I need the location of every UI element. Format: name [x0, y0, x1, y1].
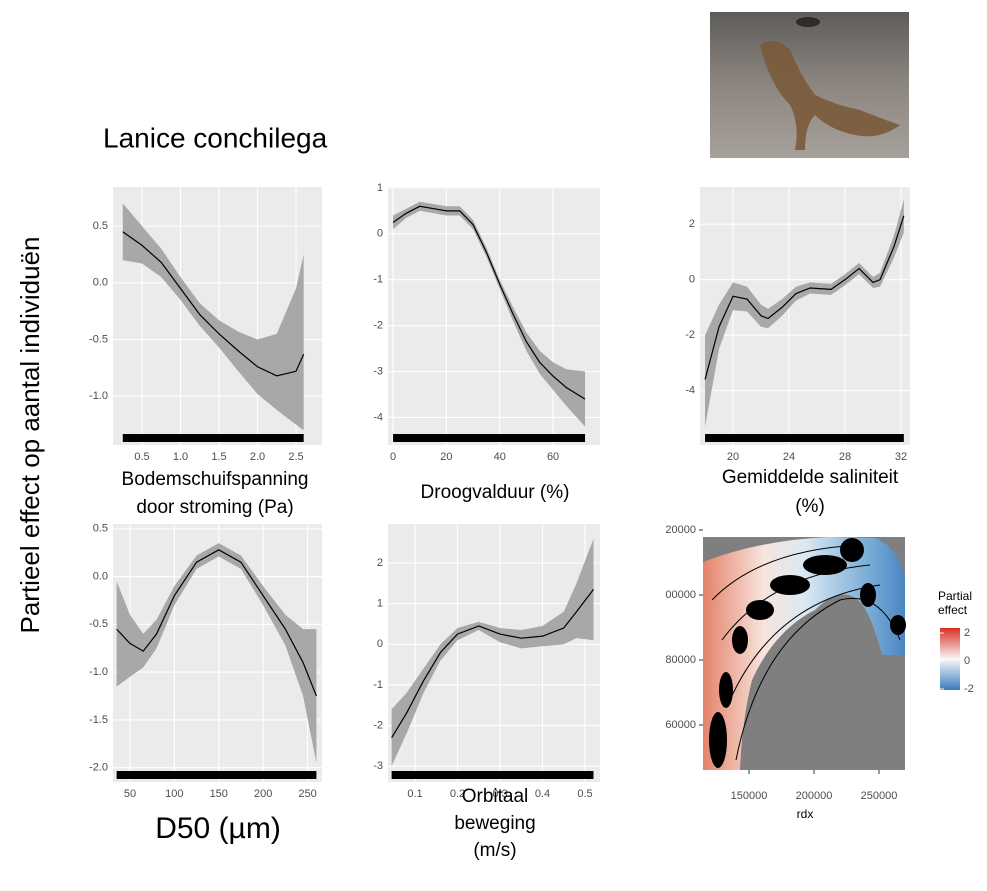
x-tick-label: 0.3 [492, 788, 507, 800]
map-points [709, 538, 906, 768]
rug [122, 434, 304, 442]
figure-title: Lanice conchilega [103, 122, 328, 153]
x-axis-label: Gemiddelde saliniteit [722, 467, 899, 488]
y-tick-label: -2 [685, 329, 695, 341]
rug [116, 771, 317, 779]
x-tick-label: 0.5 [134, 451, 149, 463]
y-tick-label: -0.5 [89, 618, 108, 630]
confidence-band [122, 203, 304, 431]
colorbar-tick-label: 0 [964, 655, 970, 667]
y-tick-label: 2 [689, 218, 695, 230]
rug [391, 771, 594, 779]
x-tick-label: 200000 [796, 790, 833, 802]
y-tick-label: 1 [377, 598, 383, 610]
colorbar [940, 628, 960, 690]
x-axis-label: Orbitaal [462, 786, 529, 807]
x-tick-label: 150 [210, 788, 228, 800]
x-tick-label: 40 [494, 451, 506, 463]
y-tick-label: 0 [377, 638, 383, 650]
effect-line [391, 589, 594, 739]
x-tick-label: 24 [783, 451, 795, 463]
colorbar-tick-label: -2 [964, 683, 974, 695]
photo-detail [796, 17, 820, 27]
colorbar-tick-label: 2 [964, 627, 970, 639]
y-tick-label: -4 [373, 411, 383, 423]
y-tick-label: -1.5 [89, 714, 108, 726]
y-tick-label: 0.5 [93, 523, 108, 535]
y-tick-label: 0 [377, 228, 383, 240]
x-tick-label: 1.5 [211, 451, 226, 463]
x-tick-label: 150000 [731, 790, 768, 802]
x-tick-label: 0.5 [577, 788, 592, 800]
y-tick-label: 0.0 [93, 277, 108, 289]
rug [705, 434, 904, 442]
photo [710, 12, 909, 158]
x-tick-label: 20 [727, 451, 739, 463]
y-tick-label: -4 [685, 385, 695, 397]
y-tick-label: -2.0 [89, 762, 108, 774]
effect-line [704, 215, 905, 380]
x-axis-label: (%) [795, 496, 825, 517]
y-tick-label: -1 [373, 679, 383, 691]
y-tick-label: -2 [373, 719, 383, 731]
map [703, 537, 906, 770]
x-tick-label: 20 [440, 451, 452, 463]
x-tick-label: 0.2 [450, 788, 465, 800]
x-tick-label: 1.0 [173, 451, 188, 463]
x-tick-label: 250000 [861, 790, 898, 802]
x-tick-label: 28 [839, 451, 851, 463]
y-tick-label: 0.5 [93, 220, 108, 232]
panel-background [700, 187, 910, 445]
x-axis-label: D50 (µm) [155, 812, 281, 845]
x-axis-label: (m/s) [473, 840, 516, 861]
x-axis-label: beweging [454, 813, 535, 834]
confidence-band [393, 201, 586, 427]
y-tick-label: -2 [373, 320, 383, 332]
y-axis-label: Partieel effect op aantal individuën [15, 236, 45, 633]
y-tick-label: 0.0 [93, 570, 108, 582]
panel-background [388, 524, 600, 782]
effect-line [392, 205, 586, 400]
x-tick-label: 250 [298, 788, 316, 800]
x-axis-label: Droogvalduur (%) [421, 482, 570, 503]
y-tick-label: -1.0 [89, 390, 108, 402]
y-tick-label: 80000 [665, 654, 696, 666]
map-region [703, 537, 905, 770]
x-tick-label: 100 [165, 788, 183, 800]
x-tick-label: 2.5 [288, 451, 303, 463]
x-tick-label: 2.0 [250, 451, 265, 463]
y-tick-label: -3 [373, 760, 383, 772]
y-tick-label: 60000 [665, 719, 696, 731]
x-tick-label: 50 [124, 788, 136, 800]
x-tick-label: 200 [254, 788, 272, 800]
x-axis-label: Bodemschuifspanning [122, 469, 309, 490]
y-tick-label: 00000 [665, 589, 696, 601]
y-tick-label: -1 [373, 274, 383, 286]
x-tick-label: 32 [895, 451, 907, 463]
y-tick-label: 2 [377, 557, 383, 569]
x-tick-label: 60 [547, 451, 559, 463]
effect-line [122, 231, 305, 377]
x-tick-label: 0 [390, 451, 396, 463]
y-tick-label: 0 [689, 274, 695, 286]
y-tick-label: 20000 [665, 524, 696, 536]
x-axis-label: door stroming (Pa) [136, 497, 293, 518]
rug [393, 434, 586, 442]
x-axis-label: rdx [797, 807, 814, 821]
y-tick-label: -0.5 [89, 333, 108, 345]
effect-line [116, 549, 317, 697]
confidence-band [116, 543, 317, 763]
photo-detail [760, 41, 900, 150]
y-tick-label: -1.0 [89, 666, 108, 678]
y-tick-label: 1 [377, 182, 383, 194]
x-tick-label: 0.1 [407, 788, 422, 800]
legend-title: effect [938, 603, 968, 617]
x-tick-label: 0.4 [535, 788, 550, 800]
y-tick-label: -3 [373, 365, 383, 377]
legend-title: Partial [938, 589, 972, 603]
